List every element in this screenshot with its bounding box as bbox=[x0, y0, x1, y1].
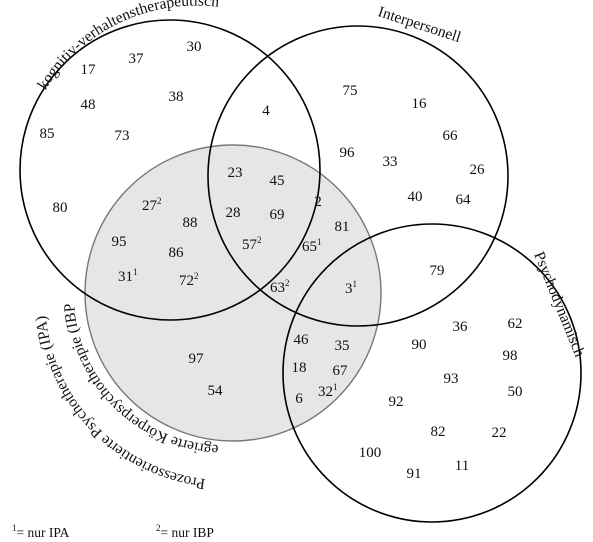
set-circle-ibp-ipa bbox=[84, 144, 382, 442]
item-label: 91 bbox=[407, 466, 422, 482]
item-label: 272 bbox=[142, 196, 162, 214]
item-label: 38 bbox=[169, 89, 184, 105]
item-label: 98 bbox=[503, 348, 518, 364]
item-label: 75 bbox=[343, 83, 358, 99]
item-label: 45 bbox=[270, 173, 285, 189]
item-label: 90 bbox=[412, 337, 427, 353]
item-label: 321 bbox=[318, 382, 338, 400]
item-label: 16 bbox=[412, 96, 428, 112]
item-label: 651 bbox=[302, 237, 322, 255]
item-label: 33 bbox=[383, 154, 398, 170]
item-label: 18 bbox=[292, 360, 307, 376]
item-label: 17 bbox=[81, 62, 97, 78]
legend-ipa: 1= nur IPA bbox=[12, 523, 70, 540]
item-label: 66 bbox=[443, 128, 459, 144]
item-label: 6 bbox=[295, 391, 303, 407]
set-circle-psychodynamic bbox=[282, 223, 582, 523]
item-label: 62 bbox=[508, 316, 523, 332]
item-label: 85 bbox=[40, 126, 55, 142]
item-label: 2 bbox=[314, 194, 322, 210]
item-label: 97 bbox=[189, 351, 205, 367]
item-label: 31 bbox=[345, 279, 357, 297]
item-label: 69 bbox=[270, 207, 285, 223]
item-label: 4 bbox=[262, 103, 270, 119]
item-label: 73 bbox=[115, 128, 130, 144]
item-label: 96 bbox=[340, 145, 356, 161]
item-label: 50 bbox=[508, 384, 523, 400]
item-label: 37 bbox=[129, 51, 145, 67]
legend-ibp: 2= nur IBP bbox=[156, 523, 214, 540]
item-label: 92 bbox=[389, 394, 404, 410]
item-label: 100 bbox=[359, 445, 382, 461]
item-label: 93 bbox=[444, 371, 459, 387]
item-label: 79 bbox=[430, 263, 445, 279]
item-label: 26 bbox=[470, 162, 486, 178]
item-label: 67 bbox=[333, 363, 349, 379]
item-label: 88 bbox=[183, 215, 198, 231]
item-label: 311 bbox=[118, 267, 138, 285]
item-label: 46 bbox=[294, 332, 310, 348]
item-label: 22 bbox=[492, 425, 507, 441]
item-label: 48 bbox=[81, 97, 96, 113]
item-label: 36 bbox=[453, 319, 469, 335]
item-label: 82 bbox=[431, 424, 446, 440]
set-circle-interpersonal bbox=[207, 25, 509, 327]
item-label: 81 bbox=[335, 219, 350, 235]
item-label: 572 bbox=[242, 235, 262, 253]
item-label: 632 bbox=[270, 278, 290, 296]
item-labels: 30 37 17 48 38 85 73 80 4 75 16 66 96 33… bbox=[40, 39, 523, 482]
item-label: 11 bbox=[455, 458, 469, 474]
item-label: 95 bbox=[112, 234, 127, 250]
item-label: 28 bbox=[226, 205, 241, 221]
item-label: 23 bbox=[228, 165, 243, 181]
item-label: 722 bbox=[179, 271, 199, 289]
set-label-psychodynamic: Psychodynamisch bbox=[530, 249, 588, 359]
item-label: 80 bbox=[53, 200, 68, 216]
set-circle-kvt bbox=[19, 19, 321, 321]
item-label: 54 bbox=[208, 383, 224, 399]
item-label: 35 bbox=[335, 338, 350, 354]
item-label: 64 bbox=[456, 192, 472, 208]
item-label: 40 bbox=[408, 189, 423, 205]
item-label: 30 bbox=[187, 39, 202, 55]
item-label: 86 bbox=[169, 245, 185, 261]
